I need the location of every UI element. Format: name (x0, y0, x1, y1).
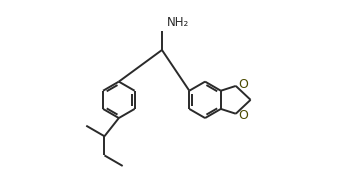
Text: NH₂: NH₂ (167, 16, 189, 29)
Text: O: O (238, 109, 248, 122)
Text: O: O (238, 78, 248, 91)
